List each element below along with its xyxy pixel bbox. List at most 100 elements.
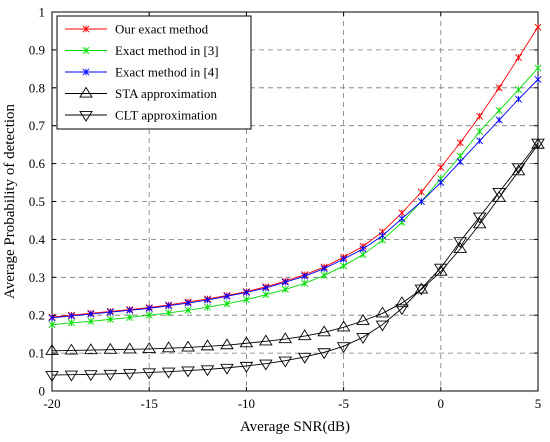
data-point — [317, 325, 331, 337]
data-point — [184, 306, 192, 314]
data-point — [281, 285, 289, 293]
data-point — [297, 329, 312, 341]
data-point — [453, 242, 468, 253]
data-point — [437, 179, 445, 187]
x-axis-label: Average SNR(dB) — [240, 419, 350, 435]
data-point — [336, 320, 351, 332]
legend-entry: Exact method in [3] — [65, 43, 219, 58]
data-point — [511, 163, 526, 175]
data-point — [437, 163, 445, 171]
data-point — [534, 64, 542, 72]
data-point — [204, 296, 212, 304]
series-5 — [45, 138, 545, 382]
data-point — [398, 215, 406, 223]
data-point — [375, 320, 390, 332]
series-3 — [48, 75, 542, 322]
data-point — [223, 292, 231, 300]
data-point — [492, 190, 506, 202]
y-tick-label: 0.1 — [29, 346, 45, 361]
data-point — [453, 237, 468, 249]
data-point — [126, 313, 134, 321]
data-point — [492, 187, 506, 199]
x-tick-label: 0 — [438, 396, 445, 411]
y-tick-label: 0.3 — [29, 270, 45, 285]
data-point — [320, 271, 328, 279]
data-point — [414, 282, 429, 294]
data-point — [301, 272, 309, 280]
data-point — [340, 262, 348, 270]
legend-entry: STA approximation — [65, 86, 217, 101]
data-point — [142, 342, 157, 353]
data-point — [395, 304, 409, 316]
data-point — [495, 116, 503, 124]
data-point — [340, 255, 348, 263]
data-point — [262, 291, 270, 299]
data-point — [495, 107, 503, 115]
y-tick-label: 0.7 — [29, 118, 46, 133]
data-point — [259, 359, 273, 371]
data-point — [278, 356, 293, 368]
data-point — [48, 314, 56, 322]
data-point — [433, 263, 448, 275]
data-point — [103, 369, 118, 381]
data-point — [67, 319, 75, 327]
data-point — [356, 314, 370, 325]
data-point — [375, 306, 390, 318]
series-line — [51, 144, 539, 352]
data-point — [184, 299, 192, 307]
legend-marker — [79, 110, 93, 122]
x-tick-label: -5 — [338, 396, 349, 411]
data-point — [45, 371, 59, 382]
series-line — [51, 67, 539, 326]
data-point — [239, 361, 254, 373]
data-point — [220, 338, 234, 350]
series-4 — [45, 137, 545, 355]
data-point — [456, 139, 464, 147]
data-point — [278, 332, 293, 344]
data-point — [262, 284, 270, 292]
legend-label: STA approximation — [115, 86, 217, 101]
x-tick-label: -15 — [141, 396, 158, 411]
data-point — [161, 341, 176, 353]
data-point — [161, 367, 176, 379]
data-point — [165, 302, 173, 310]
data-point — [395, 296, 409, 308]
legend-marker — [79, 86, 93, 98]
data-point — [242, 296, 250, 304]
y-axis-ticks: 0 0.1 0.2 0.3 0.4 0.5 0.6 0.7 0.8 0.9 1 — [29, 5, 538, 399]
data-point — [122, 369, 137, 381]
data-point — [515, 86, 523, 94]
data-point — [301, 279, 309, 287]
data-point — [456, 152, 464, 160]
data-point — [356, 333, 370, 345]
data-point — [259, 334, 273, 346]
y-tick-label: 0.4 — [29, 232, 46, 247]
series-line — [51, 26, 539, 318]
x-tick-label: -10 — [238, 396, 255, 411]
legend-entry: CLT approximation — [65, 108, 218, 123]
legend-label: Exact method in [4] — [115, 65, 219, 80]
legend-label: Our exact method — [115, 22, 209, 37]
y-tick-label: 0.9 — [29, 42, 45, 57]
y-tick-label: 0 — [39, 384, 46, 399]
data-point — [534, 23, 542, 31]
data-point — [359, 245, 367, 253]
data-point — [145, 311, 153, 319]
legend-box — [56, 15, 252, 130]
y-tick-label: 0.6 — [29, 156, 46, 171]
data-point — [472, 212, 487, 224]
x-tick-label: -20 — [43, 396, 60, 411]
y-tick-label: 0.8 — [29, 80, 45, 95]
legend: Our exact method Exact method in [3] Exact… — [56, 15, 252, 130]
data-point — [122, 342, 137, 354]
data-point — [165, 309, 173, 317]
data-point — [239, 336, 254, 348]
data-point — [534, 75, 542, 83]
y-tick-label: 0.2 — [29, 308, 45, 323]
data-point — [87, 310, 95, 318]
data-point — [106, 308, 114, 316]
data-point — [145, 304, 153, 312]
data-point — [223, 300, 231, 308]
data-point — [200, 339, 215, 351]
